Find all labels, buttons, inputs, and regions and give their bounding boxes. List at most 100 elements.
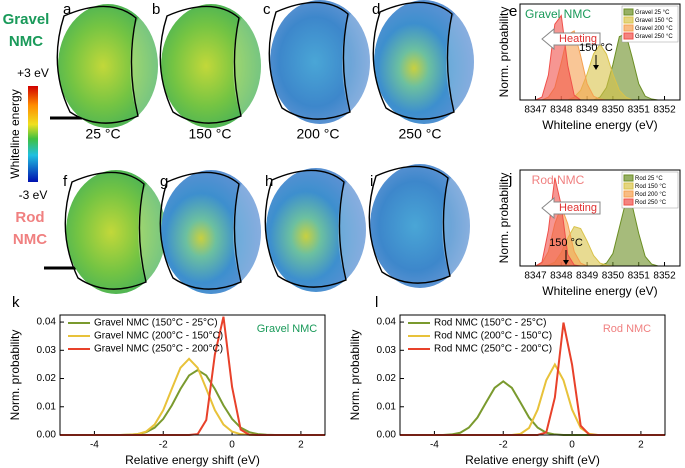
panel-letter: d — [372, 1, 380, 18]
legend-label: Gravel NMC (150°C - 25°C) — [94, 318, 218, 329]
plot-frame — [399, 314, 666, 436]
legend-swatch — [623, 174, 634, 182]
x-axis-label: Whiteline energy (eV) — [542, 284, 657, 298]
x-tick-label: -2 — [159, 440, 168, 451]
particle-outline — [159, 171, 242, 290]
line — [94, 368, 301, 436]
heating-arrow — [541, 27, 601, 51]
heating-arrow — [541, 196, 601, 220]
legend-swatch — [623, 32, 634, 40]
particle-outline — [159, 5, 242, 124]
row-label: NMC — [9, 33, 43, 50]
x-tick-label: 8352 — [653, 271, 676, 282]
x-axis-label: Relative energy shift (eV) — [465, 453, 600, 467]
chart-title: Gravel NMC — [525, 7, 591, 21]
annotation: Heating — [559, 33, 597, 45]
x-tick-label: -4 — [430, 440, 439, 451]
x-tick-label: 8347 — [524, 271, 547, 282]
chart-title: Gravel NMC — [257, 323, 318, 335]
panel-caption: 200 °C — [297, 126, 340, 142]
legend-label: Gravel 250 °C — [635, 34, 673, 40]
line — [434, 362, 641, 436]
x-axis-label: Whiteline energy (eV) — [542, 118, 657, 132]
y-tick-label: 0.03 — [37, 345, 57, 356]
particle-map-edge — [342, 10, 370, 114]
x-axis-label: Relative energy shift (eV) — [125, 453, 260, 467]
x-tick-label: 0 — [229, 440, 235, 451]
legend-swatch — [623, 16, 634, 24]
x-tick-label: 8348 — [550, 271, 573, 282]
y-tick-label: 0.02 — [377, 373, 397, 384]
x-tick-label: 8352 — [653, 105, 676, 116]
legend-swatch — [623, 24, 634, 32]
chart-title: Rod NMC — [532, 173, 585, 187]
chart-title: Rod NMC — [603, 323, 651, 335]
colorbar-min: -3 eV — [19, 188, 48, 202]
particle-map-edge — [442, 174, 470, 278]
panel-letter: i — [370, 173, 373, 190]
legend-swatch — [623, 8, 634, 16]
y-tick-label: 0.04 — [377, 317, 397, 328]
x-tick-label: 0 — [569, 440, 575, 451]
legend-label: Rod NMC (250°C - 200°C) — [434, 344, 552, 355]
panel-letter: l — [375, 294, 378, 311]
y-tick-label: 0.02 — [37, 373, 57, 384]
panel-letter: f — [63, 173, 68, 190]
x-tick-label: 2 — [298, 440, 304, 451]
particle-map-edge — [130, 14, 158, 118]
panel-letter: e — [509, 3, 517, 20]
annotation: 150 °C — [579, 42, 613, 54]
particle-map-edge — [233, 180, 261, 284]
x-tick-label: 2 — [638, 440, 644, 451]
x-tick-label: 8348 — [550, 105, 573, 116]
x-tick-label: 8347 — [524, 105, 547, 116]
row-label: NMC — [13, 231, 47, 248]
x-tick-label: 8351 — [628, 105, 651, 116]
y-tick-label: 0.03 — [377, 345, 397, 356]
row-label: Gravel — [3, 11, 50, 28]
particle-map-edge — [138, 180, 166, 284]
x-tick-label: 8350 — [602, 271, 625, 282]
line — [94, 357, 301, 436]
y-tick-label: 0.01 — [37, 401, 57, 412]
row-label: Rod — [15, 209, 44, 226]
panel-letter: k — [12, 294, 20, 311]
legend-label: Gravel NMC (200°C - 150°C) — [94, 331, 223, 342]
legend-label: Gravel 150 °C — [635, 18, 673, 24]
panel-caption: 250 °C — [399, 126, 442, 142]
particle-outline — [64, 171, 147, 290]
plot-frame — [519, 169, 681, 267]
legend-label: Rod 25 °C — [635, 176, 663, 182]
legend-label: Rod NMC (200°C - 150°C) — [434, 331, 552, 342]
particle-outline — [372, 1, 455, 120]
annotation: 150 °C — [549, 237, 583, 249]
particle-outline — [56, 5, 139, 124]
legend-swatch — [623, 198, 634, 206]
colorbar-max: +3 eV — [17, 66, 49, 80]
particle-map-edge — [446, 10, 474, 114]
annotation-arrowhead — [593, 65, 599, 70]
colorbar — [28, 86, 38, 182]
legend-label: Rod NMC (150°C - 25°C) — [434, 318, 546, 329]
y-axis-label: Norm. probability — [497, 173, 511, 264]
legend-label: Rod 150 °C — [635, 184, 667, 190]
y-axis-label: Norm. probability — [8, 330, 22, 421]
legend-label: Rod 250 °C — [635, 200, 667, 206]
particle-outline — [268, 1, 351, 120]
panel-letter: a — [63, 1, 72, 18]
panel-caption: 150 °C — [189, 126, 232, 142]
x-tick-label: 8351 — [628, 271, 651, 282]
y-tick-label: 0.00 — [37, 430, 57, 441]
y-tick-label: 0.00 — [377, 430, 397, 441]
legend-label: Gravel 25 °C — [635, 10, 670, 16]
x-tick-label: 8349 — [576, 105, 599, 116]
y-tick-label: 0.01 — [377, 401, 397, 412]
plot-frame — [59, 314, 326, 436]
x-tick-label: -4 — [90, 440, 99, 451]
panel-caption: 25 °C — [85, 126, 120, 142]
legend-swatch — [623, 182, 634, 190]
y-axis-label: Norm. probability — [497, 7, 511, 98]
panel-letter: j — [508, 171, 512, 188]
